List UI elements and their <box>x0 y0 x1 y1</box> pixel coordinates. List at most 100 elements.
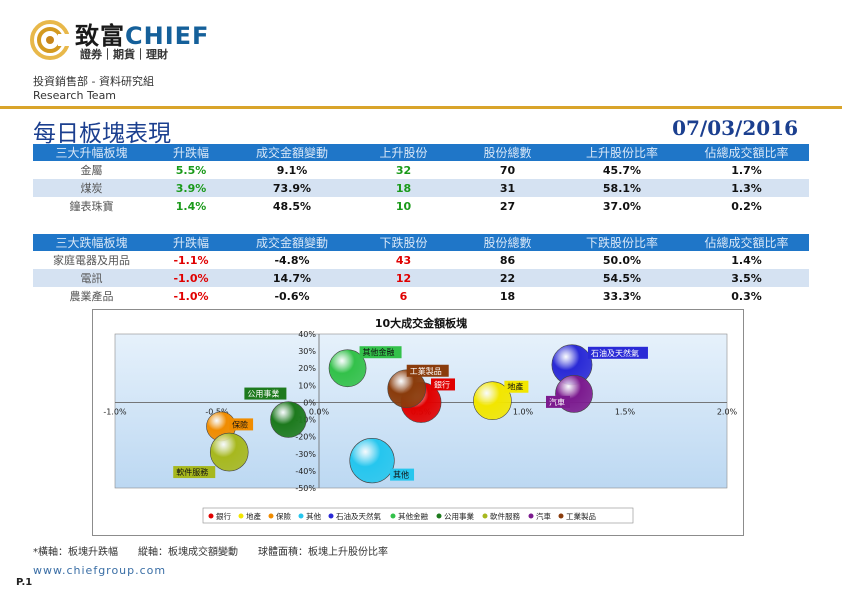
chief-logo-icon <box>30 20 70 60</box>
bubble-label: 石油及天然氣 <box>591 348 639 358</box>
change-pct: 5.5% <box>150 161 232 179</box>
chart-title: 10大成交金額板塊 <box>375 316 467 330</box>
change-pct: -1.1% <box>150 251 232 269</box>
falling-count: 43 <box>352 251 455 269</box>
bubble-5 <box>328 349 367 388</box>
change-pct: -1.0% <box>150 287 232 305</box>
legend-entry: 保險 <box>276 511 291 521</box>
column-header: 股份總數 <box>455 234 560 251</box>
column-header: 三大跌幅板塊 <box>33 234 150 251</box>
bubble-label: 工業製品 <box>410 366 442 376</box>
x-tick-label: -0.5% <box>205 407 229 416</box>
total-count: 70 <box>455 161 560 179</box>
legend-marker <box>328 513 334 519</box>
bubble-label-box <box>244 387 287 400</box>
rising-ratio: 37.0% <box>560 197 684 215</box>
bubble-3 <box>349 438 395 484</box>
legend-entry: 工業製品 <box>566 511 596 521</box>
turnover-share: 1.3% <box>684 179 809 197</box>
turnover-change: -0.6% <box>232 287 352 305</box>
bubble-label-box <box>359 346 402 359</box>
y-tick-label: -30% <box>295 450 316 459</box>
y-tick-label: 0% <box>303 398 316 407</box>
page-number: P.1 <box>16 577 33 588</box>
falling-ratio: 50.0% <box>560 251 684 269</box>
falling-count: 12 <box>352 269 455 287</box>
column-header: 升跌幅 <box>150 144 232 161</box>
legend-entry: 汽車 <box>536 511 551 521</box>
x-tick-label: -1.0% <box>103 407 127 416</box>
bubble-label: 軟件服務 <box>176 467 208 477</box>
y-tick-label: 10% <box>298 381 316 390</box>
legend-marker <box>390 513 396 519</box>
falling-ratio: 33.3% <box>560 287 684 305</box>
sector-name: 農業產品 <box>33 287 150 305</box>
page-title: 每日板塊表現 <box>33 121 171 147</box>
bubble-6 <box>270 401 307 438</box>
falling-count: 6 <box>352 287 455 305</box>
bottom-sectors-table: 三大跌幅板塊 升跌幅 成交金額變動 下跌股份 股份總數 下跌股份比率 佔總成交額… <box>33 234 809 305</box>
turnover-share: 0.3% <box>684 287 809 305</box>
bubble-label-box <box>587 346 648 359</box>
legend-marker <box>298 513 304 519</box>
report-date: 07/03/2016 <box>672 116 798 140</box>
x-tick-label: 2.0% <box>717 407 738 416</box>
total-count: 27 <box>455 197 560 215</box>
column-header: 三大升幅板塊 <box>33 144 150 161</box>
column-header: 下跌股份比率 <box>560 234 684 251</box>
column-header: 上升股份 <box>352 144 455 161</box>
brand-name: 致富CHIEF <box>75 16 209 51</box>
x-tick-label: 1.0% <box>513 407 534 416</box>
brand-name-en: CHIEF <box>125 22 210 50</box>
legend-entry: 其他金融 <box>398 511 428 521</box>
legend-marker <box>482 513 488 519</box>
legend-entry: 公用事業 <box>444 511 474 521</box>
y-tick-label: -40% <box>295 467 316 476</box>
rising-ratio: 58.1% <box>560 179 684 197</box>
sector-name: 鐘表珠寶 <box>33 197 150 215</box>
website-link[interactable]: www.chiefgroup.com <box>33 564 167 577</box>
brand-subtitle: 證券｜期貨｜理財 <box>80 48 168 61</box>
y-tick-label: 40% <box>298 330 316 339</box>
turnover-change: -4.8% <box>232 251 352 269</box>
total-count: 22 <box>455 269 560 287</box>
bubble-label-box <box>406 364 449 377</box>
column-header: 下跌股份 <box>352 234 455 251</box>
rising-count: 18 <box>352 179 455 197</box>
turnover-share: 1.4% <box>684 251 809 269</box>
bubble-label-box <box>173 466 216 479</box>
table-header-row: 三大跌幅板塊 升跌幅 成交金額變動 下跌股份 股份總數 下跌股份比率 佔總成交額… <box>33 234 809 251</box>
bubble-chart-container: 10大成交金額板塊-1.0%-0.5%0.0%0.5%1.0%1.5%2.0%4… <box>92 309 744 536</box>
table-row: 家庭電器及用品 -1.1% -4.8% 43 86 50.0% 1.4% <box>33 251 809 269</box>
rising-count: 32 <box>352 161 455 179</box>
column-header: 股份總數 <box>455 144 560 161</box>
sector-name: 煤炭 <box>33 179 150 197</box>
x-tick-label: 0.0% <box>309 407 330 416</box>
legend-entry: 軟件服務 <box>490 511 520 521</box>
table-row: 金屬 5.5% 9.1% 32 70 45.7% 1.7% <box>33 161 809 179</box>
turnover-change: 14.7% <box>232 269 352 287</box>
bubble-label: 汽車 <box>549 397 565 407</box>
total-count: 86 <box>455 251 560 269</box>
table-row: 煤炭 3.9% 73.9% 18 31 58.1% 1.3% <box>33 179 809 197</box>
team-label: Research Team <box>33 89 117 102</box>
turnover-change: 48.5% <box>232 197 352 215</box>
sector-name: 電訊 <box>33 269 150 287</box>
column-header: 佔總成交額比率 <box>684 234 809 251</box>
bubble-label: 其他 <box>393 470 409 480</box>
legend-entry: 銀行 <box>216 511 231 521</box>
table-row: 鐘表珠寶 1.4% 48.5% 10 27 37.0% 0.2% <box>33 197 809 215</box>
y-tick-label: 30% <box>298 347 316 356</box>
bubble-chart: 10大成交金額板塊-1.0%-0.5%0.0%0.5%1.0%1.5%2.0%4… <box>103 316 738 524</box>
legend-marker <box>268 513 274 519</box>
brand-name-cn: 致富 <box>75 22 125 50</box>
change-pct: 1.4% <box>150 197 232 215</box>
sector-name: 金屬 <box>33 161 150 179</box>
turnover-change: 73.9% <box>232 179 352 197</box>
y-tick-label: -20% <box>295 433 316 442</box>
rising-ratio: 45.7% <box>560 161 684 179</box>
legend-marker <box>558 513 564 519</box>
legend-entry: 地產 <box>246 511 261 521</box>
legend-entry: 石油及天然氣 <box>336 511 381 521</box>
sector-name: 家庭電器及用品 <box>33 251 150 269</box>
